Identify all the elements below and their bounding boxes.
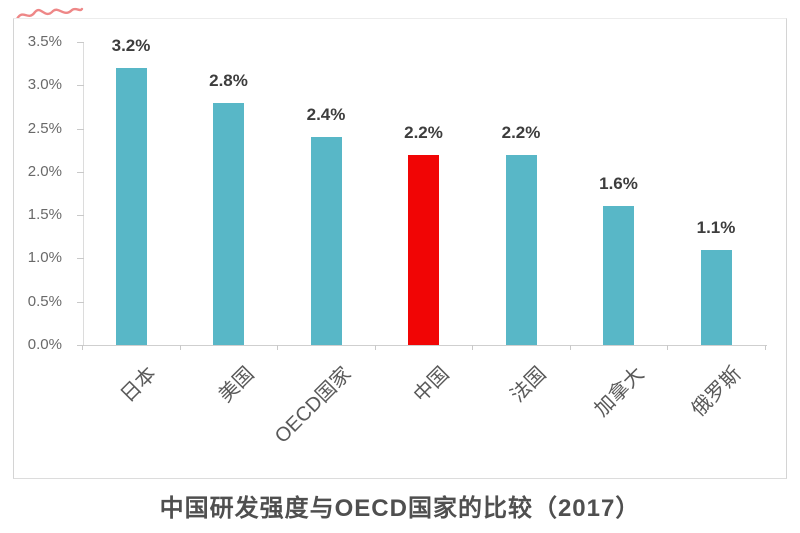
y-axis-label: 2.0%: [27, 162, 62, 180]
y-axis-tick: [77, 128, 84, 130]
red-scribble-mark: [15, 7, 84, 21]
bar-value-label: 2.2%: [501, 122, 541, 142]
bar-俄罗斯: [700, 249, 732, 345]
y-axis-label: 3.5%: [27, 33, 62, 50]
y-axis-tick: [77, 215, 84, 217]
y-axis-tick: [77, 258, 84, 260]
x-axis-tick: [472, 345, 474, 350]
x-axis-tick: [179, 345, 181, 350]
y-axis-tick: [77, 171, 84, 173]
bar-value-label: 1.1%: [696, 217, 736, 237]
bar-加拿大: [603, 206, 634, 345]
y-axis-label: 1.5%: [27, 206, 62, 224]
chart-title: 中国研发强度与OECD国家的比较（2017）: [159, 495, 641, 522]
y-axis-label: 1.0%: [27, 249, 62, 267]
x-axis-tick: [277, 345, 279, 350]
bar-value-label: 3.2%: [111, 35, 151, 55]
y-axis-label: 0.5%: [27, 292, 62, 310]
x-axis-line: [82, 345, 767, 346]
y-axis-label: 0.0%: [27, 336, 62, 353]
y-axis-label: 2.5%: [27, 119, 62, 137]
y-axis-tick: [77, 42, 84, 43]
bar-美国: [213, 102, 244, 345]
y-axis-tick: [77, 301, 84, 303]
x-axis-tick: [82, 345, 84, 350]
bar-中国: [408, 154, 439, 345]
x-axis-tick: [569, 345, 571, 350]
x-axis-tick: [764, 345, 766, 350]
bar-value-label: 1.6%: [599, 174, 638, 194]
bar-日本: [115, 67, 147, 345]
y-axis-line: [83, 42, 84, 345]
bar-value-label: 2.2%: [404, 122, 443, 142]
y-axis-label: 3.0%: [27, 76, 62, 94]
x-axis-tick: [374, 345, 376, 350]
bar-OECD国家: [310, 137, 342, 345]
bar-法国: [505, 154, 537, 345]
x-axis-tick: [667, 345, 669, 350]
bar-value-label: 2.4%: [306, 105, 346, 125]
y-axis-tick: [77, 85, 84, 87]
y-axis-tick: [77, 345, 84, 346]
bar-value-label: 2.8%: [209, 70, 248, 90]
